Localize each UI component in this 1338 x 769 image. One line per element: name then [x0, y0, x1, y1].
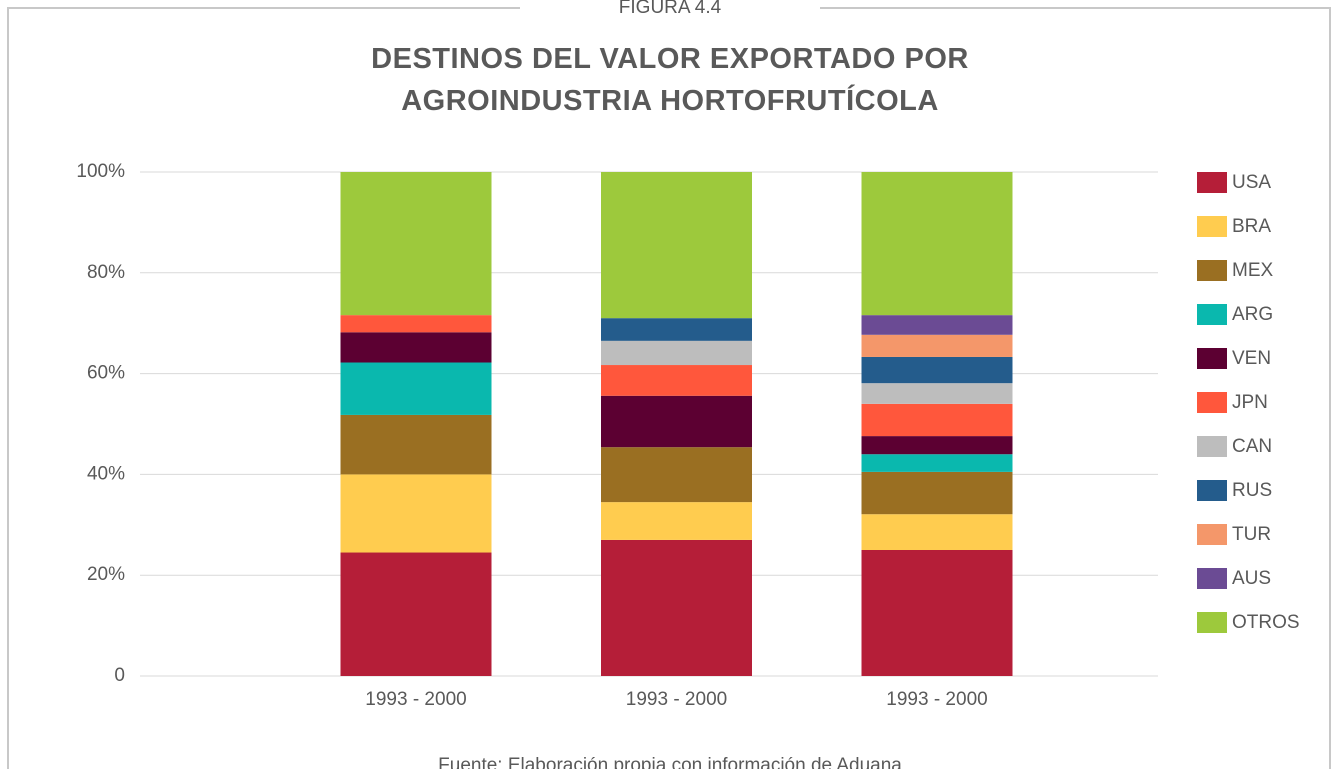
bar-segment: [601, 539, 752, 676]
bar-segment: [861, 334, 1013, 357]
bar-segment: [340, 332, 492, 363]
legend-label: OTROS: [1232, 612, 1300, 633]
y-tick-label: 40%: [87, 463, 125, 484]
legend-swatch: [1197, 612, 1227, 633]
bar-segment: [861, 550, 1013, 676]
bar-segment: [340, 552, 492, 676]
source-note: Fuente: Elaboración propia con informaci…: [438, 755, 902, 769]
legend-swatch: [1197, 216, 1227, 237]
legend-swatch: [1197, 480, 1227, 501]
legend-swatch: [1197, 348, 1227, 369]
legend-swatch: [1197, 172, 1227, 193]
bar-segment: [340, 474, 492, 553]
bar-segment: [861, 436, 1013, 455]
legend-label: RUS: [1232, 480, 1272, 501]
legend-label: BRA: [1232, 216, 1271, 237]
chart-title: DESTINOS DEL VALOR EXPORTADO POR AGROIND…: [371, 43, 969, 117]
bar-segment: [340, 172, 492, 316]
bar-segment: [601, 318, 752, 341]
bar-segment: [861, 403, 1013, 437]
y-tick-label: 60%: [87, 363, 125, 384]
legend-label: CAN: [1232, 436, 1272, 457]
y-tick-label: 20%: [87, 564, 125, 585]
y-tick-label: 0: [114, 665, 125, 686]
legend-swatch: [1197, 568, 1227, 589]
legend-swatch: [1197, 436, 1227, 457]
bar-segment: [340, 315, 492, 333]
bar-segment: [861, 383, 1013, 404]
bar-segment: [601, 365, 752, 396]
bar-segment: [861, 356, 1013, 384]
x-tick-label: 1993 - 2000: [626, 689, 727, 710]
legend-label: AUS: [1232, 568, 1271, 589]
y-tick-label: 100%: [76, 161, 125, 182]
bar-segment: [340, 414, 492, 475]
bar-segment: [340, 362, 492, 415]
bar-segment: [861, 315, 1013, 335]
legend-label: ARG: [1232, 304, 1273, 325]
bar-segment: [861, 514, 1013, 550]
legend-swatch: [1197, 392, 1227, 413]
bar-segment: [861, 471, 1013, 515]
bar-segment: [601, 447, 752, 503]
bar-segment: [861, 454, 1013, 472]
x-tick-label: 1993 - 2000: [886, 689, 987, 710]
bar-segment: [601, 395, 752, 448]
legend-label: JPN: [1232, 392, 1268, 413]
legend-swatch: [1197, 304, 1227, 325]
legend-swatch: [1197, 524, 1227, 545]
bar-segment: [861, 172, 1013, 316]
legend-swatch: [1197, 260, 1227, 281]
figure-label: FIGURA 4.4: [619, 0, 722, 18]
legend-label: VEN: [1232, 348, 1271, 369]
legend-label: TUR: [1232, 524, 1271, 545]
frame: [7, 7, 1331, 769]
x-tick-label: 1993 - 2000: [365, 689, 466, 710]
bar-segment: [601, 340, 752, 366]
legend-label: USA: [1232, 172, 1271, 193]
legend-label: MEX: [1232, 260, 1274, 281]
bar-segment: [601, 172, 752, 319]
y-tick-label: 80%: [87, 262, 125, 283]
bar-segment: [601, 502, 752, 540]
